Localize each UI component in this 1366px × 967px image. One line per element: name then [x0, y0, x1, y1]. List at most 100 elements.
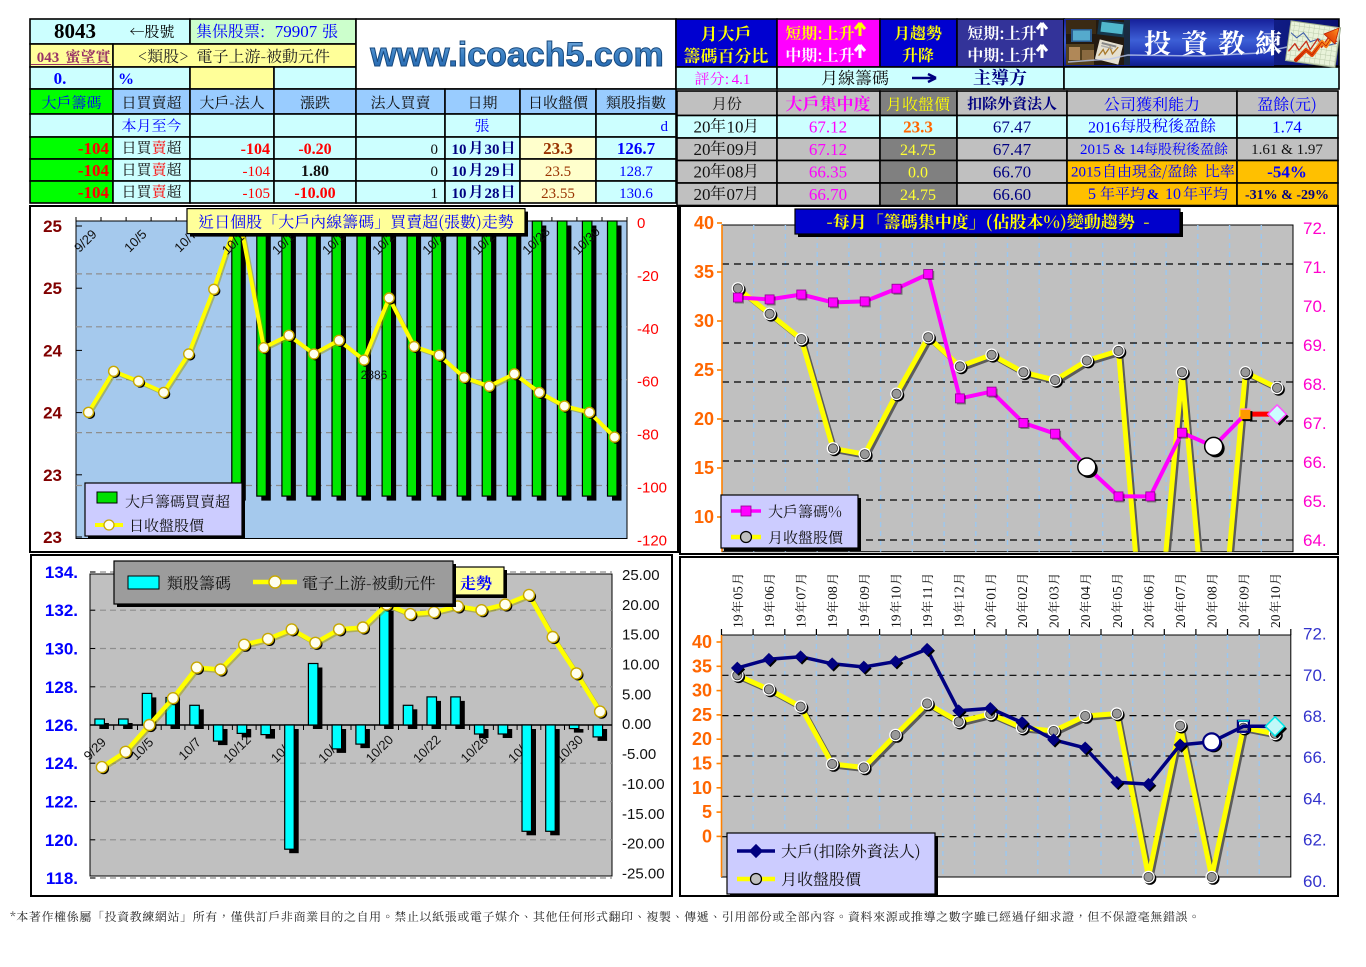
svg-text:25: 25 [692, 705, 712, 725]
svg-text:62.: 62. [1303, 831, 1327, 850]
svg-text:67.12: 67.12 [809, 140, 847, 159]
svg-text:30: 30 [485, 142, 500, 158]
svg-text:66.70: 66.70 [809, 185, 847, 204]
svg-text:28: 28 [485, 186, 500, 202]
svg-text:-104: -104 [243, 164, 271, 180]
svg-text:-104: -104 [78, 139, 110, 158]
svg-text:66.: 66. [1303, 748, 1327, 767]
svg-text:30: 30 [692, 681, 712, 701]
svg-text:08: 08 [727, 163, 744, 182]
svg-text:132.: 132. [45, 601, 78, 620]
svg-text:128.7: 128.7 [619, 164, 653, 180]
svg-text:0: 0 [431, 142, 439, 158]
svg-text:130.6: 130.6 [619, 186, 653, 202]
svg-text:-60: -60 [637, 374, 659, 391]
svg-text:-104: -104 [78, 183, 110, 202]
svg-text:-10.00: -10.00 [294, 185, 335, 202]
svg-text:15: 15 [692, 754, 712, 774]
svg-text:24.75: 24.75 [900, 142, 936, 159]
svg-text:64.: 64. [1303, 531, 1327, 550]
svg-text:20: 20 [1142, 614, 1157, 628]
svg-text:19: 19 [920, 614, 935, 628]
svg-text:35: 35 [694, 262, 714, 282]
svg-text:-31% & -29%: -31% & -29% [1245, 188, 1329, 203]
svg-text:5: 5 [1088, 186, 1096, 203]
svg-text:122.: 122. [45, 793, 78, 812]
svg-text:8043: 8043 [54, 19, 96, 43]
svg-text:2016: 2016 [1088, 120, 1120, 137]
svg-text:043: 043 [37, 50, 60, 66]
svg-text:4.1: 4.1 [732, 72, 751, 88]
svg-text:134.: 134. [45, 563, 78, 582]
svg-text:20: 20 [694, 118, 711, 137]
svg-text:20: 20 [1236, 614, 1251, 628]
svg-text:-20.00: -20.00 [622, 836, 665, 853]
svg-text:15.00: 15.00 [622, 627, 660, 644]
svg-text:19: 19 [857, 614, 872, 628]
svg-text:05: 05 [1110, 586, 1125, 600]
svg-text:35: 35 [692, 656, 712, 676]
svg-text:07: 07 [727, 185, 745, 204]
svg-text:66.35: 66.35 [809, 163, 847, 182]
svg-text:20: 20 [983, 614, 998, 628]
svg-text:0: 0 [431, 164, 439, 180]
svg-text:07: 07 [794, 586, 809, 600]
svg-text:10: 10 [727, 118, 744, 137]
svg-text:0: 0 [702, 826, 712, 846]
svg-text:23.3: 23.3 [903, 118, 933, 137]
svg-text:d: d [661, 119, 669, 135]
svg-text:20: 20 [1047, 614, 1062, 628]
svg-text:118.: 118. [46, 869, 78, 888]
svg-text:79907: 79907 [275, 22, 318, 41]
svg-text:72.: 72. [1303, 625, 1327, 644]
svg-text:0: 0 [637, 215, 645, 232]
svg-text:03: 03 [1047, 586, 1062, 600]
svg-text:-25.00: -25.00 [622, 866, 665, 883]
svg-text:20: 20 [694, 185, 711, 204]
svg-text:24: 24 [43, 341, 62, 360]
svg-text:-10.00: -10.00 [622, 776, 665, 793]
svg-text:67.: 67. [1303, 414, 1327, 433]
svg-text:126.: 126. [45, 716, 78, 735]
svg-text:29: 29 [485, 164, 500, 180]
svg-text:10: 10 [452, 186, 467, 202]
svg-text:66.70: 66.70 [993, 163, 1031, 182]
svg-text:0.: 0. [54, 69, 67, 88]
svg-text:10.00: 10.00 [622, 657, 660, 674]
svg-text:24: 24 [43, 404, 62, 423]
svg-text:20: 20 [692, 729, 712, 749]
svg-text:1: 1 [431, 186, 439, 202]
svg-text:71.: 71. [1303, 258, 1327, 277]
svg-text:67.47: 67.47 [993, 118, 1032, 137]
svg-text:20: 20 [1078, 614, 1093, 628]
svg-text:-15.00: -15.00 [622, 806, 665, 823]
svg-text:19: 19 [889, 614, 904, 628]
svg-text:69.: 69. [1303, 336, 1327, 355]
svg-text:20: 20 [1268, 614, 1283, 628]
svg-text:-5.00: -5.00 [622, 746, 656, 763]
svg-text:23.55: 23.55 [541, 186, 575, 202]
svg-text:1.80: 1.80 [301, 163, 329, 180]
svg-text:15: 15 [694, 458, 714, 478]
svg-text:20: 20 [694, 409, 714, 429]
svg-text:20: 20 [694, 163, 711, 182]
svg-text:66.60: 66.60 [993, 185, 1031, 204]
svg-text:5: 5 [702, 802, 712, 822]
svg-text:24.75: 24.75 [900, 187, 936, 204]
svg-text:40: 40 [694, 213, 714, 233]
svg-text:68.: 68. [1303, 707, 1327, 726]
svg-text:126.7: 126.7 [617, 139, 656, 158]
svg-text:-80: -80 [637, 427, 659, 444]
svg-text:19: 19 [794, 614, 809, 628]
svg-text:-54%: -54% [1267, 163, 1307, 182]
svg-text:70.: 70. [1303, 297, 1327, 316]
svg-text:120.: 120. [45, 831, 78, 850]
svg-text:10: 10 [692, 778, 712, 798]
svg-text:0.00: 0.00 [622, 716, 651, 733]
svg-text:-104: -104 [78, 161, 110, 180]
svg-text:68.: 68. [1303, 375, 1327, 394]
svg-text:09: 09 [1236, 586, 1251, 600]
svg-text:06: 06 [1142, 586, 1157, 600]
svg-text:20: 20 [694, 140, 711, 159]
svg-text:09: 09 [727, 140, 744, 159]
